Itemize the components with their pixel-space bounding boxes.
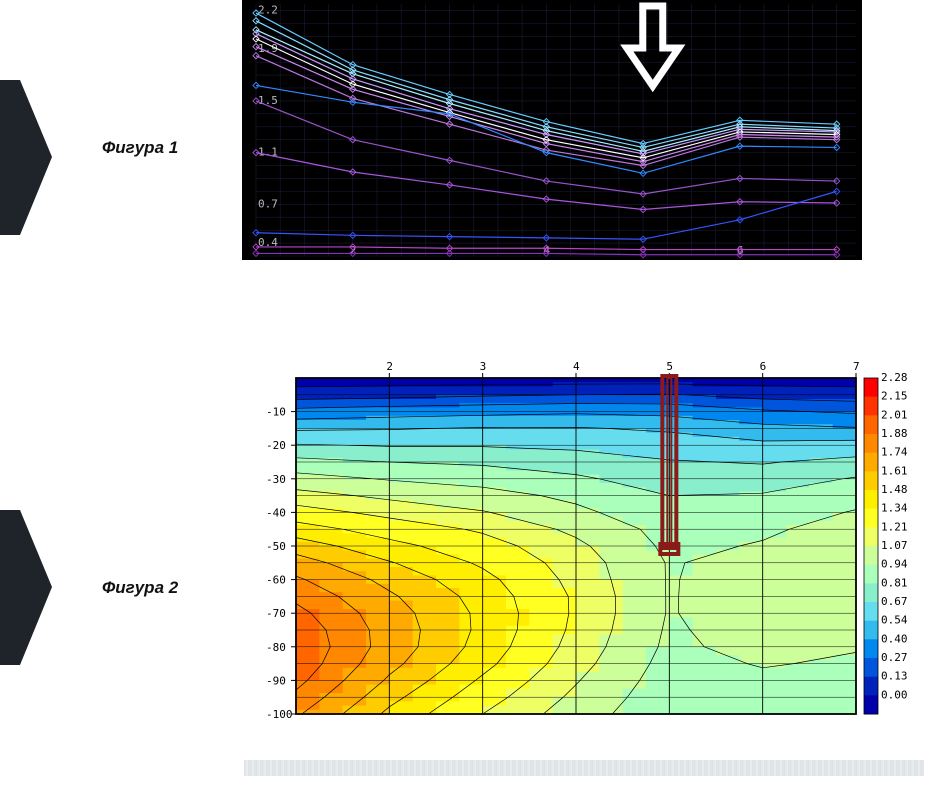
svg-text:1.5: 1.5 [258,94,278,107]
svg-text:2.01: 2.01 [881,408,908,421]
svg-text:5: 5 [666,360,673,373]
svg-text:6: 6 [760,360,767,373]
svg-text:0.54: 0.54 [881,614,908,627]
svg-text:1.88: 1.88 [881,427,908,440]
svg-text:-30: -30 [266,473,286,486]
svg-text:0.81: 0.81 [881,576,908,589]
figure2-label: Фигура 2 [102,578,178,598]
svg-text:0.27: 0.27 [881,651,908,664]
svg-text:-80: -80 [266,641,286,654]
svg-text:0.00: 0.00 [881,688,908,701]
svg-text:2.28: 2.28 [881,371,908,384]
svg-text:0.94: 0.94 [881,558,908,571]
chart2-contour-plot: 2 3 4 5 6 7 -10 -20 -30 -40 -50 -60 -70 -80 -90 -100 2.2… [244,358,924,728]
svg-text:1.61: 1.61 [881,464,908,477]
svg-text:4: 4 [573,360,580,373]
svg-text:2.2: 2.2 [258,3,278,16]
pentagon-marker-2 [0,510,52,665]
svg-text:-70: -70 [266,607,286,620]
svg-text:-90: -90 [266,674,286,687]
svg-text:2: 2 [386,360,393,373]
svg-text:-10: -10 [266,406,286,419]
svg-text:1.48: 1.48 [881,483,908,496]
svg-text:-20: -20 [266,439,286,452]
svg-text:0.13: 0.13 [881,670,908,683]
svg-text:1.07: 1.07 [881,539,908,552]
svg-text:7: 7 [853,360,860,373]
chart1-line-plot: 2.21.91.51.10.70.4246 [242,0,862,260]
noise-strip [244,760,924,776]
svg-text:3: 3 [480,360,487,373]
svg-text:-60: -60 [266,574,286,587]
svg-text:-50: -50 [266,540,286,553]
figure1-label: Фигура 1 [102,138,178,158]
svg-text:0.7: 0.7 [258,197,278,210]
svg-text:0.67: 0.67 [881,595,908,608]
svg-text:-100: -100 [266,708,293,721]
svg-text:1.74: 1.74 [881,446,908,459]
svg-text:2.15: 2.15 [881,390,908,403]
svg-text:1.34: 1.34 [881,502,908,515]
svg-text:-40: -40 [266,506,286,519]
svg-text:0.40: 0.40 [881,632,908,645]
pentagon-marker-1 [0,80,52,235]
svg-text:1.21: 1.21 [881,520,908,533]
